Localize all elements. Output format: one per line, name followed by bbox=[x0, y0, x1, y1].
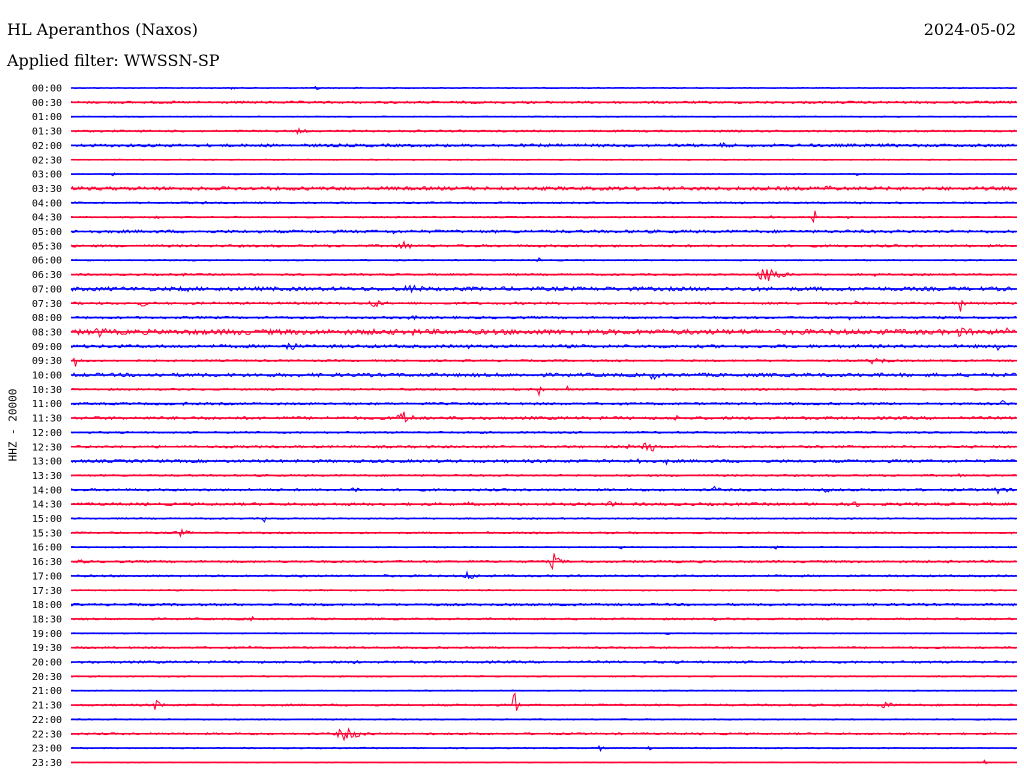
trace-row-0830 bbox=[70, 327, 1017, 338]
row-time-label: 07:30 bbox=[32, 299, 62, 310]
row-time-label: 20:00 bbox=[32, 658, 62, 669]
row-time-label: 10:00 bbox=[32, 371, 62, 382]
row-time-label: 00:00 bbox=[32, 84, 62, 95]
row-time-label: 13:00 bbox=[32, 457, 62, 468]
row-time-label: 16:00 bbox=[32, 543, 62, 554]
row-time-label: 08:00 bbox=[32, 313, 62, 324]
row-time-label: 06:30 bbox=[32, 270, 62, 281]
row-time-label: 18:30 bbox=[32, 614, 62, 625]
row-time-label: 21:30 bbox=[32, 701, 62, 712]
row-time-label: 05:30 bbox=[32, 241, 62, 252]
trace-row-0730 bbox=[70, 299, 1017, 312]
row-time-label: 20:30 bbox=[32, 672, 62, 683]
row-time-label: 02:00 bbox=[32, 141, 62, 152]
row-time-label: 00:30 bbox=[32, 98, 62, 109]
filter-label: Applied filter: WWSSN-SP bbox=[7, 51, 220, 70]
row-time-label: 23:00 bbox=[32, 744, 62, 755]
trace-row-0430 bbox=[70, 210, 1017, 224]
row-time-label: 03:30 bbox=[32, 184, 62, 195]
row-time-label: 22:30 bbox=[32, 729, 62, 740]
row-time-label: 09:00 bbox=[32, 342, 62, 353]
row-time-label: 16:30 bbox=[32, 557, 62, 568]
trace-row-0700 bbox=[70, 284, 1017, 294]
row-time-label: 19:30 bbox=[32, 643, 62, 654]
trace-row-1130 bbox=[70, 411, 1017, 423]
row-time-label: 04:30 bbox=[32, 213, 62, 224]
row-time-label: 08:30 bbox=[32, 327, 62, 338]
trace-row-2130 bbox=[70, 692, 1017, 711]
row-time-label: 18:00 bbox=[32, 600, 62, 611]
row-time-label: 14:30 bbox=[32, 500, 62, 511]
trace-row-1030 bbox=[70, 385, 1017, 397]
row-time-label: 11:00 bbox=[32, 399, 62, 410]
trace-row-1100 bbox=[70, 399, 1017, 407]
row-time-label: 15:30 bbox=[32, 528, 62, 539]
row-time-label: 11:30 bbox=[32, 414, 62, 425]
row-time-label: 05:00 bbox=[32, 227, 62, 238]
station-title: HL Aperanthos (Naxos) bbox=[7, 20, 198, 39]
date-label: 2024-05-02 bbox=[923, 20, 1016, 39]
row-time-label: 09:30 bbox=[32, 356, 62, 367]
row-time-label: 12:00 bbox=[32, 428, 62, 439]
row-time-label: 04:00 bbox=[32, 198, 62, 209]
row-time-label: 01:00 bbox=[32, 112, 62, 123]
trace-row-0930 bbox=[70, 357, 1017, 367]
row-time-label: 01:30 bbox=[32, 127, 62, 138]
row-time-label: 15:00 bbox=[32, 514, 62, 525]
row-time-label: 06:00 bbox=[32, 256, 62, 267]
row-time-label: 13:30 bbox=[32, 471, 62, 482]
row-time-label: 17:30 bbox=[32, 586, 62, 597]
row-time-label: 02:30 bbox=[32, 155, 62, 166]
row-time-label: 19:00 bbox=[32, 629, 62, 640]
row-time-label: 17:00 bbox=[32, 571, 62, 582]
trace-row-0530 bbox=[70, 240, 1017, 250]
trace-row-1000 bbox=[70, 372, 1017, 381]
trace-row-0330 bbox=[70, 185, 1017, 192]
row-time-label: 21:00 bbox=[32, 686, 62, 697]
row-time-label: 03:00 bbox=[32, 170, 62, 181]
row-time-label: 07:00 bbox=[32, 284, 62, 295]
row-time-label: 12:30 bbox=[32, 442, 62, 453]
row-time-label: 10:30 bbox=[32, 385, 62, 396]
row-time-label: 22:00 bbox=[32, 715, 62, 726]
row-time-label: 14:00 bbox=[32, 485, 62, 496]
row-time-label: 23:30 bbox=[32, 758, 62, 769]
